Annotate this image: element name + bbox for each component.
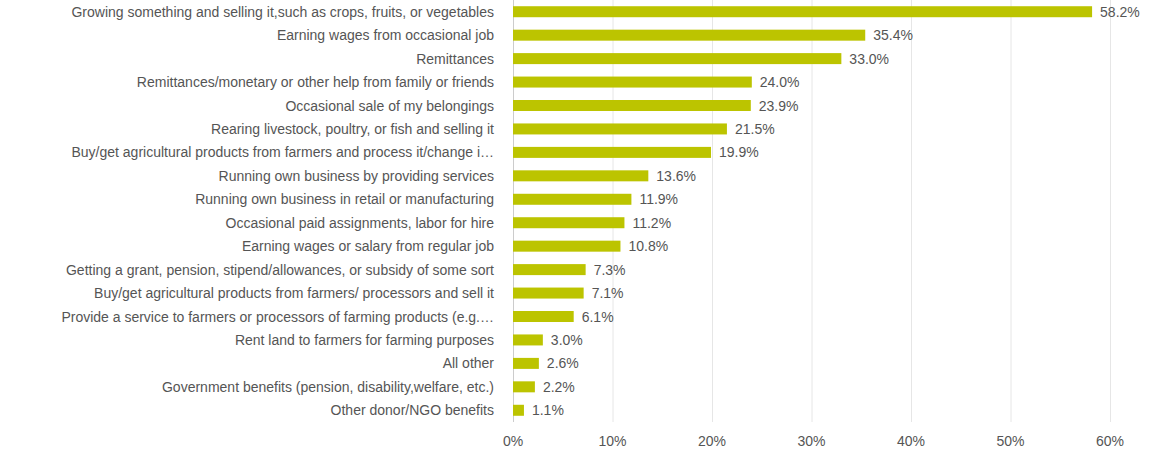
data-label: 19.9% <box>719 144 759 160</box>
bars <box>513 6 1092 416</box>
grid-line <box>1011 0 1012 422</box>
tick-label: 50% <box>996 433 1024 449</box>
bar <box>513 241 620 252</box>
category-label: Growing something and selling it,such as… <box>71 4 494 20</box>
grid <box>514 0 1111 422</box>
tick-label: 20% <box>698 433 726 449</box>
data-label: 11.2% <box>632 215 671 231</box>
category-label: Running own business by providing servic… <box>219 168 494 184</box>
tick-label: 0% <box>503 433 523 449</box>
bar <box>513 170 648 181</box>
bar <box>513 194 631 205</box>
category-label: Running own business in retail or manufa… <box>195 191 494 207</box>
category-label: Getting a grant, pension, stipend/allowa… <box>66 262 494 278</box>
category-label: Buy/get agricultural products from farme… <box>71 144 494 160</box>
data-label: 23.9% <box>759 98 799 114</box>
bar <box>513 381 535 392</box>
category-label: Government benefits (pension, disability… <box>162 379 494 395</box>
bar <box>513 53 841 64</box>
data-label: 35.4% <box>873 27 913 43</box>
bar <box>513 30 865 41</box>
tick-label: 30% <box>797 433 825 449</box>
bar <box>513 100 751 111</box>
data-label: 2.2% <box>543 379 575 395</box>
category-label: Remittances/monetary or other help from … <box>137 74 494 90</box>
tick-label: 10% <box>598 433 626 449</box>
chart: 0% 10% 20% 30% 40% 50% 60% Growing something an… <box>0 0 1155 459</box>
bar <box>513 77 752 88</box>
bar <box>513 217 624 228</box>
bar <box>513 123 727 134</box>
category-label: Occasional sale of my belongings <box>285 98 494 114</box>
bar <box>513 264 586 275</box>
grid-line <box>911 0 912 422</box>
bar <box>513 147 711 158</box>
grid-line <box>1110 0 1111 422</box>
category-label: Rent land to farmers for farming purpose… <box>235 332 494 348</box>
bar <box>513 334 543 345</box>
bar <box>513 358 539 369</box>
tick-label: 40% <box>897 433 925 449</box>
category-label: Remittances <box>416 51 494 67</box>
data-label: 58.2% <box>1100 4 1140 20</box>
category-label: Occasional paid assignments, labor for h… <box>226 215 495 231</box>
data-label: 3.0% <box>551 332 583 348</box>
data-label: 7.3% <box>594 262 626 278</box>
category-label: Buy/get agricultural products from farme… <box>94 285 494 301</box>
category-label: Provide a service to farmers or processo… <box>61 309 494 325</box>
data-label: 13.6% <box>656 168 696 184</box>
category-label: Earning wages from occasional job <box>277 27 494 43</box>
bar <box>513 6 1092 17</box>
data-label: 10.8% <box>628 238 668 254</box>
data-label: 21.5% <box>735 121 775 137</box>
bar <box>513 311 574 322</box>
category-label: All other <box>443 355 495 371</box>
data-label: 2.6% <box>547 355 579 371</box>
data-label: 6.1% <box>582 309 614 325</box>
bar <box>513 288 584 299</box>
category-label: Earning wages or salary from regular job <box>242 238 494 254</box>
tick-label: 60% <box>1096 433 1124 449</box>
data-label: 1.1% <box>532 402 564 418</box>
data-label: 7.1% <box>592 285 624 301</box>
data-label: 24.0% <box>760 74 800 90</box>
bar <box>513 405 524 416</box>
category-label: Other donor/NGO benefits <box>331 402 494 418</box>
data-label: 33.0% <box>849 51 889 67</box>
data-label: 11.9% <box>639 191 678 207</box>
category-label: Rearing livestock, poultry, or fish and … <box>211 121 494 137</box>
